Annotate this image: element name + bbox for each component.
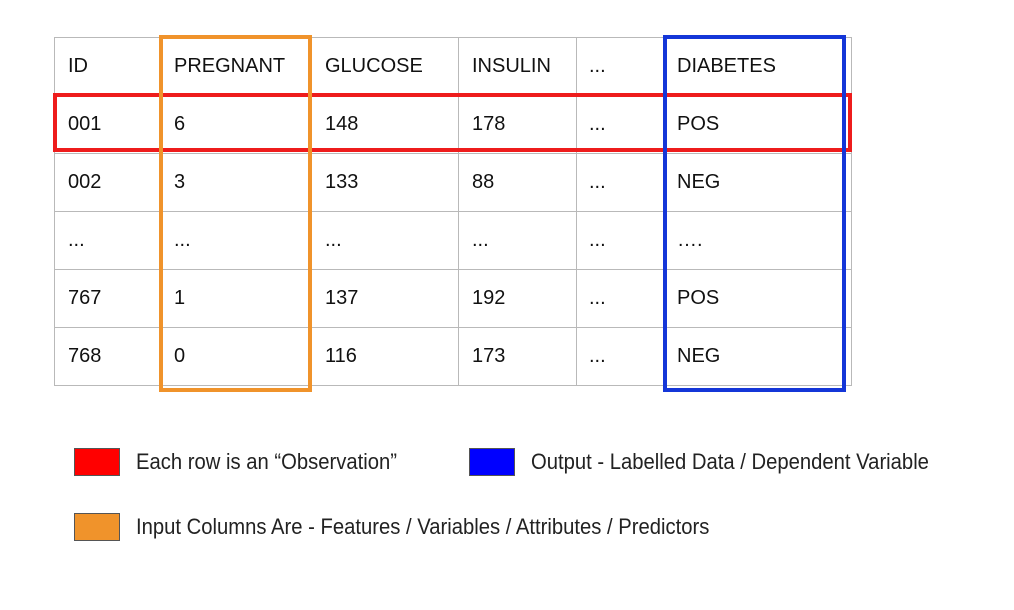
cell-insulin: ... bbox=[458, 211, 577, 270]
table-row: 767 1 137 192 ... POS bbox=[54, 269, 852, 328]
cell-pregnant: ... bbox=[160, 211, 312, 270]
cell-insulin: 178 bbox=[458, 95, 577, 154]
cell-insulin: 173 bbox=[458, 327, 577, 386]
header-diabetes: DIABETES bbox=[663, 37, 852, 96]
cell-ellipsis: ... bbox=[576, 211, 664, 270]
legend-output-label: Output - Labelled Data / Dependent Varia… bbox=[531, 449, 929, 474]
cell-id: 767 bbox=[54, 269, 161, 328]
cell-glucose: ... bbox=[311, 211, 459, 270]
legend-swatch-red bbox=[74, 448, 120, 476]
header-id: ID bbox=[54, 37, 161, 96]
cell-pregnant: 3 bbox=[160, 153, 312, 212]
cell-glucose: 133 bbox=[311, 153, 459, 212]
header-pregnant: PREGNANT bbox=[160, 37, 312, 96]
legend-observation-label: Each row is an “Observation” bbox=[136, 449, 397, 474]
legend-output: Output - Labelled Data / Dependent Varia… bbox=[469, 448, 964, 476]
cell-diabetes: NEG bbox=[663, 327, 852, 386]
legend-input-label: Input Columns Are - Features / Variables… bbox=[136, 514, 710, 539]
legend-swatch-orange bbox=[74, 513, 120, 541]
cell-insulin: 88 bbox=[458, 153, 577, 212]
legend-swatch-blue bbox=[469, 448, 515, 476]
legend-input: Input Columns Are - Features / Variables… bbox=[74, 513, 759, 541]
cell-ellipsis: ... bbox=[576, 327, 664, 386]
cell-diabetes: POS bbox=[663, 269, 852, 328]
cell-diabetes: …. bbox=[663, 211, 852, 270]
cell-id: 768 bbox=[54, 327, 161, 386]
table-row: 768 0 116 173 ... NEG bbox=[54, 327, 852, 386]
cell-diabetes: POS bbox=[663, 95, 852, 154]
cell-glucose: 137 bbox=[311, 269, 459, 328]
cell-ellipsis: ... bbox=[576, 95, 664, 154]
cell-id: ... bbox=[54, 211, 161, 270]
table-row: 001 6 148 178 ... POS bbox=[54, 95, 852, 154]
cell-ellipsis: ... bbox=[576, 269, 664, 328]
table-row: ... ... ... ... ... …. bbox=[54, 211, 852, 270]
cell-id: 001 bbox=[54, 95, 161, 154]
header-row: ID PREGNANT GLUCOSE INSULIN ... DIABETES bbox=[54, 37, 852, 96]
legend-observation: Each row is an “Observation” bbox=[74, 448, 420, 476]
header-insulin: INSULIN bbox=[458, 37, 577, 96]
cell-glucose: 116 bbox=[311, 327, 459, 386]
cell-pregnant: 6 bbox=[160, 95, 312, 154]
header-ellipsis: ... bbox=[576, 37, 664, 96]
header-glucose: GLUCOSE bbox=[311, 37, 459, 96]
cell-pregnant: 0 bbox=[160, 327, 312, 386]
data-table: ID PREGNANT GLUCOSE INSULIN ... DIABETES… bbox=[54, 37, 852, 386]
cell-insulin: 192 bbox=[458, 269, 577, 328]
cell-diabetes: NEG bbox=[663, 153, 852, 212]
cell-id: 002 bbox=[54, 153, 161, 212]
cell-pregnant: 1 bbox=[160, 269, 312, 328]
table-row: 002 3 133 88 ... NEG bbox=[54, 153, 852, 212]
cell-ellipsis: ... bbox=[576, 153, 664, 212]
cell-glucose: 148 bbox=[311, 95, 459, 154]
